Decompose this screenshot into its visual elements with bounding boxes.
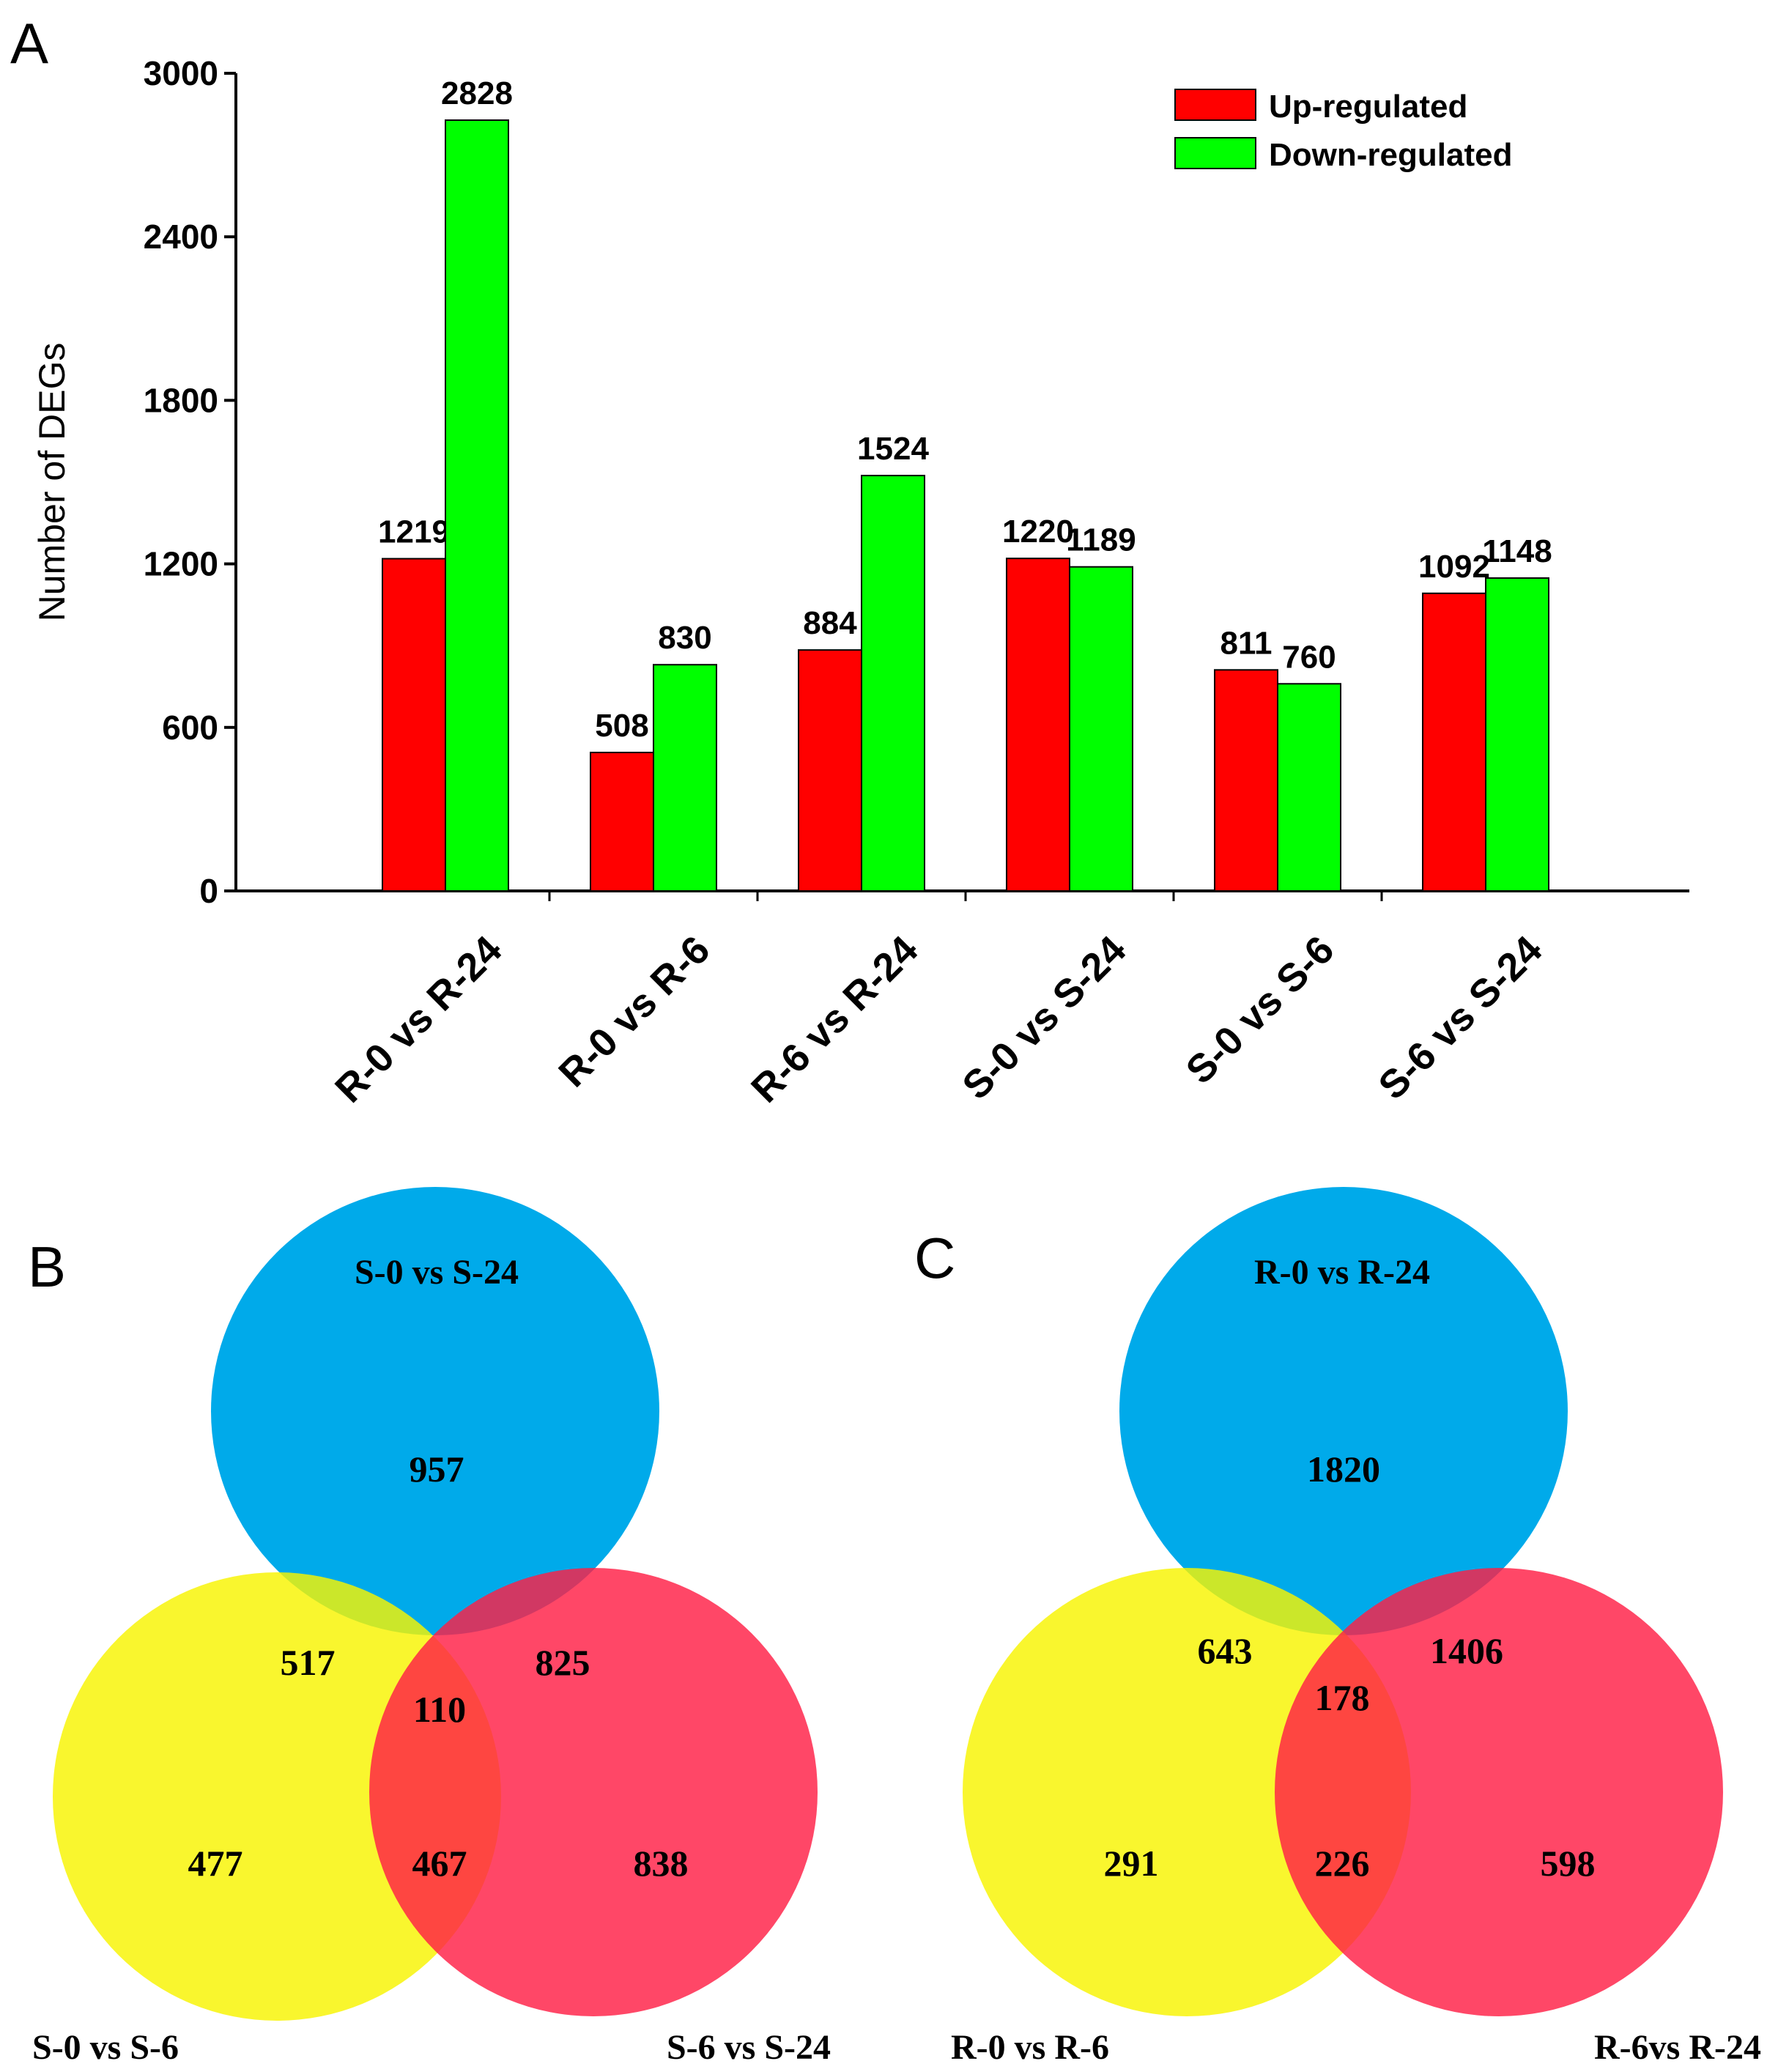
venn-c-only-left: 291 xyxy=(1104,1843,1159,1884)
venn-b-left-label: S-0 vs S-6 xyxy=(32,2028,179,2067)
panel-label-c: C xyxy=(914,1226,955,1290)
category-labels: R-0 vs R-24 R-0 vs R-6 R-6 vs R-24 S-0 vs S… xyxy=(327,928,1550,1111)
y-tick-label: 1200 xyxy=(144,545,218,583)
data-label: 1219 xyxy=(378,514,450,550)
category-label: R-6 vs R-24 xyxy=(743,928,926,1111)
venn-c-right-label: R-6vs R-24 xyxy=(1594,2028,1761,2067)
venn-c-top-left: 643 xyxy=(1198,1630,1253,1671)
bar-chart: Number of DEGs 0 600 1200 1800 2400 3000 1219… xyxy=(32,54,1689,1111)
y-tick-label: 0 xyxy=(199,872,218,910)
data-label: 2828 xyxy=(441,75,513,111)
venn-c-left-label: R-0 vs R-6 xyxy=(951,2028,1109,2067)
data-label: 811 xyxy=(1220,625,1273,661)
venn-diagram-c: R-0 vs R-24 R-0 vs R-6 R-6vs R-24 1820 6… xyxy=(951,1187,1761,2067)
legend-label-down: Down-regulated xyxy=(1269,137,1512,173)
category-label: S-6 vs S-24 xyxy=(1370,928,1550,1108)
bar-up-3 xyxy=(798,649,862,892)
venn-b-only-left: 477 xyxy=(188,1843,243,1884)
bar-down-6 xyxy=(1485,577,1549,892)
data-label: 508 xyxy=(595,708,648,744)
legend-swatch-up xyxy=(1174,89,1256,121)
venn-b-circle-left xyxy=(53,1572,501,2021)
y-tick-label: 600 xyxy=(162,708,218,747)
bar-down-4 xyxy=(1069,566,1133,892)
venn-b-top-label: S-0 vs S-24 xyxy=(355,1253,519,1292)
legend: Up-regulated Down-regulated xyxy=(1174,89,1512,173)
legend-label-up: Up-regulated xyxy=(1269,89,1467,125)
y-tick-label: 3000 xyxy=(144,54,218,92)
venn-b-only-top: 957 xyxy=(410,1448,464,1490)
venn-c-top-label: R-0 vs R-24 xyxy=(1254,1253,1430,1292)
venn-c-only-right: 598 xyxy=(1541,1843,1596,1884)
panel-label-a: A xyxy=(10,11,48,75)
venn-c-only-top: 1820 xyxy=(1307,1448,1380,1490)
venn-c-circle-left xyxy=(963,1568,1411,2016)
venn-b-top-left: 517 xyxy=(281,1642,336,1683)
data-label: 1220 xyxy=(1002,514,1074,550)
panel-label-b: B xyxy=(28,1235,66,1299)
venn-c-circle-top xyxy=(1119,1187,1568,1635)
bar-down-2 xyxy=(653,664,717,892)
data-label: 1092 xyxy=(1418,549,1490,585)
data-label: 884 xyxy=(803,605,857,641)
venn-b-center: 110 xyxy=(413,1689,466,1730)
bar-down-5 xyxy=(1277,683,1341,892)
venn-b-left-right: 467 xyxy=(412,1843,467,1884)
category-label: S-0 vs S-24 xyxy=(954,928,1134,1108)
bar-up-2 xyxy=(590,752,654,892)
data-label: 1189 xyxy=(1066,522,1136,558)
y-tick-label: 2400 xyxy=(144,218,218,256)
bar-up-6 xyxy=(1422,592,1486,892)
data-label: 760 xyxy=(1282,639,1336,675)
bar-up-1 xyxy=(382,558,446,892)
venn-b-circle-top xyxy=(211,1187,659,1635)
category-label: R-0 vs R-24 xyxy=(327,928,510,1111)
venn-b-right-label: S-6 vs S-24 xyxy=(667,2028,831,2067)
venn-b-top-right: 825 xyxy=(536,1642,590,1683)
bar-down-3 xyxy=(861,475,925,892)
venn-c-circle-right xyxy=(1275,1568,1723,2016)
y-ticks: 0 600 1200 1800 2400 3000 xyxy=(144,54,236,910)
x-ticks xyxy=(548,891,1383,901)
venn-b-only-right: 838 xyxy=(634,1843,689,1884)
data-label: 830 xyxy=(658,620,711,656)
data-label: 1524 xyxy=(857,431,929,467)
venn-b-circle-right xyxy=(369,1568,818,2016)
venn-diagram-b: S-0 vs S-24 S-0 vs S-6 S-6 vs S-24 957 5… xyxy=(32,1187,831,2067)
category-label: S-0 vs S-6 xyxy=(1178,928,1343,1092)
bar-down-1 xyxy=(445,119,509,892)
venn-c-center: 178 xyxy=(1315,1677,1370,1718)
y-tick-label: 1800 xyxy=(144,381,218,419)
bar-up-5 xyxy=(1214,669,1278,892)
data-label: 1148 xyxy=(1482,533,1552,569)
venn-c-left-right: 226 xyxy=(1315,1843,1370,1884)
category-label: R-0 vs R-6 xyxy=(550,928,718,1095)
bar-up-4 xyxy=(1006,558,1070,892)
venn-c-top-right: 1406 xyxy=(1430,1630,1503,1671)
y-axis-label: Number of DEGs xyxy=(32,343,73,622)
legend-swatch-down xyxy=(1174,137,1256,169)
